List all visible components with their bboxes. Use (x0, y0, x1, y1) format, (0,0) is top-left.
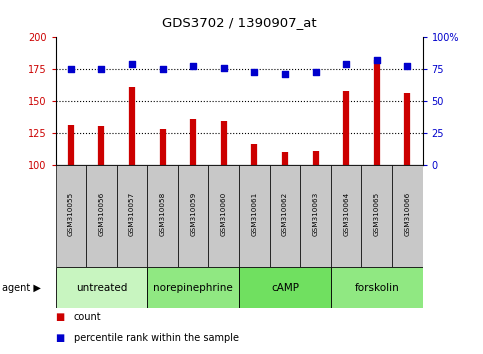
Point (312, 69, 319, 74)
Bar (56, 165, 86, 267)
Point (403, 64, 411, 69)
Point (281, 71, 289, 77)
Point (251, 69, 258, 74)
Text: GSM310062: GSM310062 (282, 192, 288, 236)
Point (67, 66, 75, 72)
Text: GSM310057: GSM310057 (129, 192, 135, 236)
Bar (178, 165, 209, 267)
Point (98, 66, 105, 72)
Bar (361, 165, 392, 267)
Text: GDS3702 / 1390907_at: GDS3702 / 1390907_at (162, 16, 316, 29)
Point (373, 57, 381, 63)
Bar (239, 267, 331, 308)
Bar (331, 165, 361, 267)
Text: cAMP: cAMP (271, 282, 299, 293)
Text: percentile rank within the sample: percentile rank within the sample (74, 333, 239, 343)
Text: GSM310063: GSM310063 (313, 192, 319, 236)
Point (189, 64, 197, 69)
Text: GSM310061: GSM310061 (251, 192, 257, 236)
Bar (392, 165, 423, 267)
Text: GSM310058: GSM310058 (159, 192, 166, 236)
Text: GSM310056: GSM310056 (99, 192, 104, 236)
Text: ■: ■ (56, 333, 65, 343)
Text: GSM310066: GSM310066 (404, 192, 411, 236)
Text: forskolin: forskolin (355, 282, 399, 293)
Text: GSM310064: GSM310064 (343, 192, 349, 236)
Bar (147, 165, 178, 267)
Bar (270, 165, 300, 267)
Point (128, 61, 136, 67)
Point (220, 65, 227, 70)
Text: GSM310055: GSM310055 (68, 192, 74, 236)
Text: ■: ■ (56, 312, 65, 322)
Bar (300, 165, 331, 267)
Bar (86, 165, 117, 267)
Point (342, 61, 350, 67)
Text: agent ▶: agent ▶ (2, 282, 41, 293)
Text: GSM310059: GSM310059 (190, 192, 196, 236)
Text: GSM310065: GSM310065 (374, 192, 380, 236)
Bar (117, 165, 147, 267)
Bar (56, 267, 147, 308)
Text: untreated: untreated (76, 282, 127, 293)
Text: count: count (74, 312, 101, 322)
Bar (209, 165, 239, 267)
Text: GSM310060: GSM310060 (221, 192, 227, 236)
Bar (331, 267, 423, 308)
Text: norepinephrine: norepinephrine (153, 282, 233, 293)
Bar (147, 267, 239, 308)
Point (159, 66, 167, 72)
Bar (239, 165, 270, 267)
